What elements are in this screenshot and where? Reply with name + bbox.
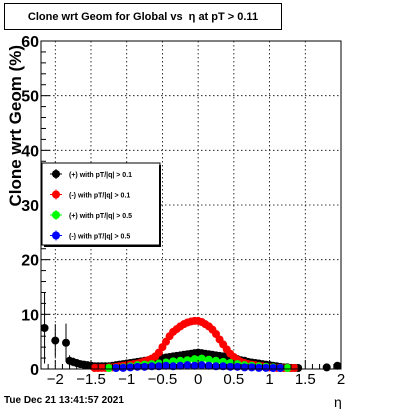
data-point xyxy=(247,363,256,372)
legend-label: (-) with pT/|q| > 0.1 xyxy=(69,193,130,200)
data-point xyxy=(204,361,213,370)
legend-marker xyxy=(52,211,60,219)
legend-item: (+) with pT/|q| > 0.5 xyxy=(50,210,132,220)
data-point xyxy=(204,355,213,364)
series-4 xyxy=(112,361,285,372)
legend-marker xyxy=(52,190,60,199)
x-tick-label: −0.5 xyxy=(148,371,178,388)
legend-marker xyxy=(52,170,60,178)
legend-item: (-) with pT/|q| > 0.5 xyxy=(50,230,130,241)
x-tick-label: −2 xyxy=(47,371,64,388)
legend-item: (-) with pT/|q| > 0.1 xyxy=(50,189,130,200)
data-point xyxy=(219,362,228,371)
y-tick-label: 50 xyxy=(21,89,39,106)
data-point xyxy=(226,362,235,371)
data-point xyxy=(147,362,156,371)
data-point xyxy=(262,363,270,372)
legend-marker xyxy=(52,231,60,240)
data-point xyxy=(333,361,342,370)
data-point xyxy=(169,362,178,371)
x-tick-label: 1.5 xyxy=(295,371,316,388)
y-axis-label: Clone wrt Geom (%) xyxy=(6,45,25,207)
data-point xyxy=(276,364,285,372)
data-point xyxy=(283,364,292,372)
x-tick-label: 1 xyxy=(265,371,273,388)
y-tick-label: 20 xyxy=(21,253,39,270)
y-tick-label: 0 xyxy=(30,362,39,379)
data-point xyxy=(212,356,220,365)
x-axis-label: η xyxy=(334,394,342,409)
data-point xyxy=(254,363,263,372)
y-tick-label: 40 xyxy=(21,143,39,160)
legend-label: (-) with pT/|q| > 0.5 xyxy=(69,234,130,241)
data-point xyxy=(197,354,206,363)
data-point xyxy=(62,338,70,347)
data-point xyxy=(269,364,278,372)
data-point xyxy=(290,364,299,372)
data-point xyxy=(197,361,206,370)
data-point xyxy=(212,362,220,371)
data-point xyxy=(104,364,113,372)
x-tick-label: 2 xyxy=(337,371,345,388)
data-point xyxy=(190,355,199,364)
data-point xyxy=(233,362,242,371)
data-point xyxy=(140,362,149,371)
data-point xyxy=(183,361,192,370)
x-tick-label: 0.5 xyxy=(223,371,244,388)
data-point xyxy=(119,363,128,372)
data-point xyxy=(40,324,49,332)
legend: (+) with pT/|q| > 0.1 (-) with pT/|q| > 0… xyxy=(41,162,161,247)
chart-title: Clone wrt Geom for Global vs η at pT > 0… xyxy=(4,3,282,30)
data-point xyxy=(162,361,170,370)
x-tick-label: −1.5 xyxy=(76,371,106,388)
data-point xyxy=(154,362,163,371)
y-tick-label: 60 xyxy=(21,34,39,51)
data-point xyxy=(51,336,60,345)
y-tick-label: 30 xyxy=(21,198,39,215)
legend-item: (+) with pT/|q| > 0.1 xyxy=(50,169,132,179)
timestamp: Tue Dec 21 13:41:57 2021 xyxy=(4,395,124,406)
y-tick-label: 10 xyxy=(21,307,39,324)
legend-label: (+) with pT/|q| > 0.1 xyxy=(69,172,132,179)
data-point xyxy=(176,361,185,370)
data-point xyxy=(133,362,142,371)
legend-label: (+) with pT/|q| > 0.5 xyxy=(69,213,132,220)
x-tick-label: 0 xyxy=(194,371,202,388)
x-tick-label: −1 xyxy=(118,371,135,388)
data-point xyxy=(112,364,120,372)
data-point xyxy=(190,361,199,370)
